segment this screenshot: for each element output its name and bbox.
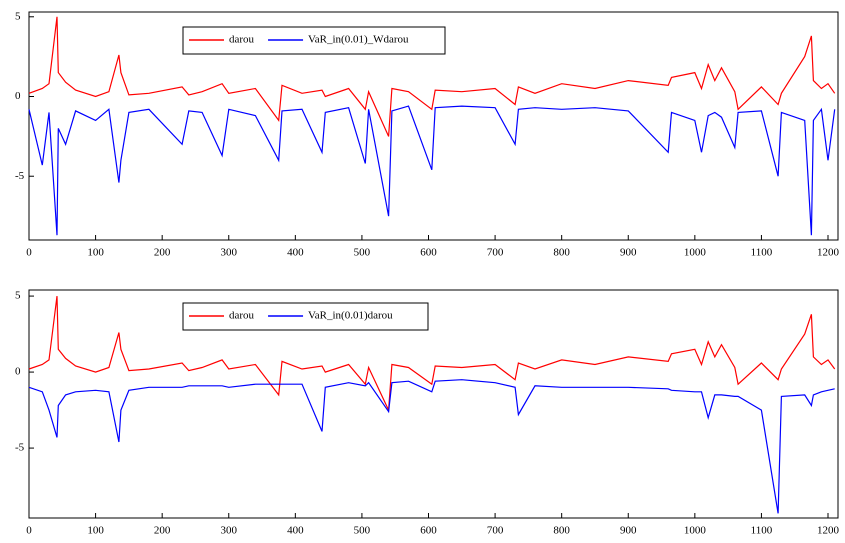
x-tick-label: 1200 xyxy=(817,247,840,259)
legend: darou VaR_in(0.01)_Wdarou xyxy=(182,26,446,55)
x-tick-label: 1100 xyxy=(751,247,773,259)
x-tick-label: 0 xyxy=(26,247,32,259)
x-tick-label: 100 xyxy=(87,247,104,259)
legend: darou VaR_in(0.01)darou xyxy=(182,302,429,331)
x-tick-label: 500 xyxy=(354,247,371,259)
y-tick-label: 0 xyxy=(15,366,21,378)
x-tick-label: 1100 xyxy=(751,525,773,537)
y-tick-label: -5 xyxy=(15,170,25,182)
x-tick-label: 300 xyxy=(221,247,238,259)
legend-label: darou xyxy=(229,34,255,46)
chart: 5 0 -5 0 100 200 300 400 500 600 700 800 900 1000 1100… xyxy=(15,10,840,258)
x-tick-label: 500 xyxy=(354,525,371,537)
legend-label: darou xyxy=(229,310,255,322)
series-line xyxy=(28,105,836,236)
x-tick-label: 1000 xyxy=(684,247,707,259)
x-tick-label: 400 xyxy=(287,525,304,537)
x-tick-label: 1000 xyxy=(684,525,707,537)
x-tick-label: 0 xyxy=(26,525,32,537)
y-tick-label: -5 xyxy=(15,442,25,454)
x-tick-label: 200 xyxy=(154,247,171,259)
legend-label: VaR_in(0.01)_Wdarou xyxy=(308,34,409,46)
x-tick-label: 1200 xyxy=(817,525,840,537)
legend-box xyxy=(182,26,446,55)
y-tick-label: 5 xyxy=(15,10,21,22)
y-tick-label: 0 xyxy=(15,90,21,102)
plot-frame xyxy=(28,289,839,519)
x-tick-label: 900 xyxy=(620,247,637,259)
plot-frame xyxy=(28,11,839,241)
legend-label: VaR_in(0.01)darou xyxy=(308,310,393,322)
series-line xyxy=(28,379,835,514)
x-tick-label: 400 xyxy=(287,247,304,259)
chart: 5 0 -5 0 100 200 300 400 500 600 700 800 900 1000 1100… xyxy=(15,289,840,537)
x-tick-label: 700 xyxy=(487,247,504,259)
x-tick-label: 200 xyxy=(154,525,171,537)
x-tick-label: 800 xyxy=(553,525,570,537)
x-tick-label: 700 xyxy=(487,525,504,537)
x-tick-label: 800 xyxy=(553,247,570,259)
x-tick-label: 600 xyxy=(420,525,437,537)
x-tick-label: 900 xyxy=(620,525,637,537)
series-line xyxy=(28,296,836,413)
x-tick-label: 100 xyxy=(87,525,104,537)
y-tick-label: 5 xyxy=(15,290,21,302)
series-line xyxy=(28,16,836,137)
x-tick-label: 600 xyxy=(420,247,437,259)
x-tick-label: 300 xyxy=(221,525,238,537)
